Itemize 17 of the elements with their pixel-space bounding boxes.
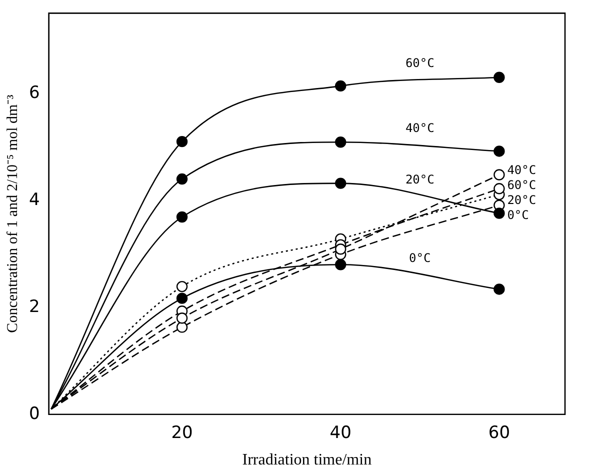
y-axis-title: Concentration of 1 and 2/10⁻⁵ mol dm⁻³: [4, 94, 21, 333]
series-label: 40°C: [405, 120, 434, 135]
y-tick-label: 4: [28, 190, 40, 210]
x-axis-title: Irradiation time/min: [242, 452, 372, 469]
x-tick-label: 40: [330, 423, 352, 444]
y-tick-label: 6: [28, 82, 40, 103]
y-tick-label: 2: [28, 296, 40, 317]
x-tick-label: 20: [171, 423, 193, 444]
y-tick-label: 0: [28, 404, 40, 424]
series-label: 60°C: [507, 178, 536, 192]
series-label: 0°C: [507, 208, 529, 222]
x-tick-label: 60: [488, 423, 510, 444]
series-label: 0°C: [409, 251, 431, 266]
series-label: 40°C: [507, 162, 536, 177]
series-label: 60°C: [405, 56, 434, 70]
series-label: 20°C: [405, 172, 434, 186]
series-label: 20°C: [507, 192, 536, 207]
